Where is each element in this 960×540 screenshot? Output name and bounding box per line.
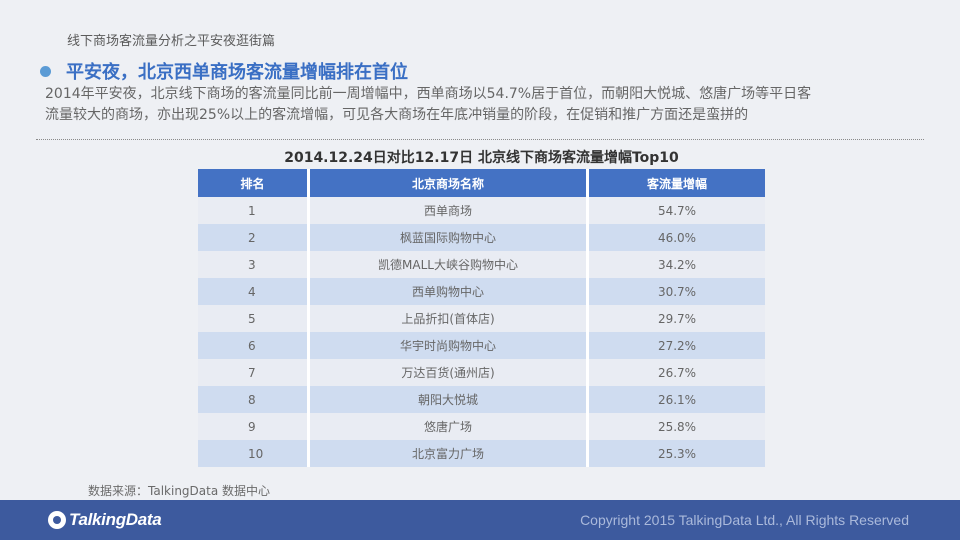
growth-cell: 26.1% [589, 386, 765, 413]
table-row: 1 西单商场 54.7% [198, 197, 765, 224]
rank-cell: 5 [198, 305, 310, 332]
mall-name-cell: 万达百货(通州店) [310, 359, 589, 386]
body-paragraph: 2014年平安夜，北京线下商场的客流量同比前一周增幅中，西单商场以54.7%居于… [45, 84, 925, 126]
data-source-note: 数据来源：TalkingData 数据中心 [88, 484, 271, 498]
headline: 平安夜，北京西单商场客流量增幅排在首位 [66, 62, 408, 83]
growth-cell: 29.7% [589, 305, 765, 332]
mall-name-cell: 悠唐广场 [310, 413, 589, 440]
rank-cell: 8 [198, 386, 310, 413]
growth-cell: 34.2% [589, 251, 765, 278]
header-growth: 客流量增幅 [589, 169, 765, 197]
mall-name-cell: 北京富力广场 [310, 440, 589, 467]
header-rank: 排名 [198, 169, 310, 197]
table-row: 6 华宇时尚购物中心 27.2% [198, 332, 765, 359]
bullet-dot-icon [40, 65, 51, 77]
table-row: 8 朝阳大悦城 26.1% [198, 386, 765, 413]
growth-cell: 27.2% [589, 332, 765, 359]
rank-cell: 7 [198, 359, 310, 386]
growth-cell: 25.3% [589, 440, 765, 467]
table-header-row: 排名 北京商场名称 客流量增幅 [198, 169, 765, 197]
mall-name-cell: 枫蓝国际购物中心 [310, 224, 589, 251]
header-mall-name: 北京商场名称 [310, 169, 589, 197]
table-row: 9 悠唐广场 25.8% [198, 413, 765, 440]
table-row: 3 凯德MALL大峡谷购物中心 34.2% [198, 251, 765, 278]
footer-bar: TalkingData Copyright 2015 TalkingData L… [0, 500, 960, 540]
rank-cell: 6 [198, 332, 310, 359]
table-title: 2014.12.24日对比12.17日 北京线下商场客流量增幅Top10 [284, 150, 679, 166]
table-row: 7 万达百货(通州店) 26.7% [198, 359, 765, 386]
rank-cell: 2 [198, 224, 310, 251]
rank-cell: 9 [198, 413, 310, 440]
growth-cell: 25.8% [589, 413, 765, 440]
rank-cell: 4 [198, 278, 310, 305]
rank-cell: 3 [198, 251, 310, 278]
rank-cell: 1 [198, 197, 310, 224]
mall-name-cell: 朝阳大悦城 [310, 386, 589, 413]
table-row: 2 枫蓝国际购物中心 46.0% [198, 224, 765, 251]
mall-name-cell: 西单购物中心 [310, 278, 589, 305]
logo-text: TalkingData [69, 510, 162, 529]
growth-cell: 54.7% [589, 197, 765, 224]
talkingdata-logo: TalkingData [48, 510, 162, 530]
mall-name-cell: 凯德MALL大峡谷购物中心 [310, 251, 589, 278]
body-line-2: 流量较大的商场，亦出现25%以上的客流增幅，可见各大商场在年底冲销量的阶段，在促… [45, 107, 749, 123]
table-row: 10 北京富力广场 25.3% [198, 440, 765, 467]
ranking-table: 排名 北京商场名称 客流量增幅 1 西单商场 54.7% 2 枫蓝国际购物中心 … [198, 169, 765, 467]
mall-name-cell: 华宇时尚购物中心 [310, 332, 589, 359]
growth-cell: 26.7% [589, 359, 765, 386]
talkingdata-logo-icon [48, 511, 66, 529]
growth-cell: 30.7% [589, 278, 765, 305]
page-caption: 线下商场客流量分析之平安夜逛街篇 [67, 34, 276, 49]
table-row: 5 上品折扣(首体店) 29.7% [198, 305, 765, 332]
body-line-1: 2014年平安夜，北京线下商场的客流量同比前一周增幅中，西单商场以54.7%居于… [45, 86, 812, 102]
growth-cell: 46.0% [589, 224, 765, 251]
headline-row: 平安夜，北京西单商场客流量增幅排在首位 [40, 58, 408, 84]
rank-cell: 10 [198, 440, 310, 467]
mall-name-cell: 西单商场 [310, 197, 589, 224]
table-row: 4 西单购物中心 30.7% [198, 278, 765, 305]
dotted-divider [36, 139, 924, 140]
copyright-text: Copyright 2015 TalkingData Ltd., All Rig… [580, 512, 909, 528]
mall-name-cell: 上品折扣(首体店) [310, 305, 589, 332]
